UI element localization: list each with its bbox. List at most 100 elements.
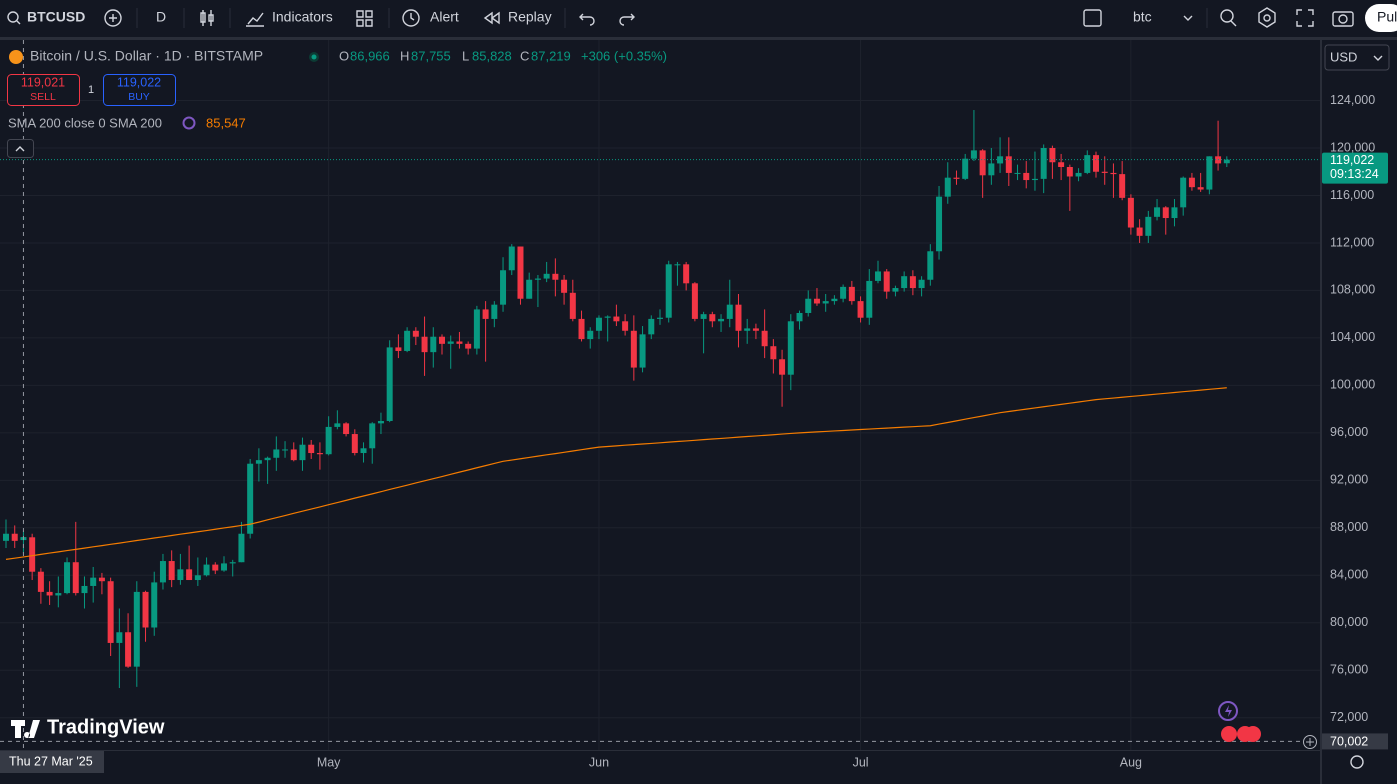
layout-icon[interactable] — [1083, 9, 1102, 27]
candle-body — [377, 420, 384, 424]
candle-body — [11, 533, 18, 541]
interval[interactable]: D — [156, 9, 166, 25]
ohlc-value: 87,219 — [531, 48, 571, 63]
candle-body — [526, 279, 533, 299]
indicator-name[interactable]: SMA 200 close 0 SMA 200 — [8, 115, 162, 130]
candle-body — [587, 330, 594, 340]
y-tick-label: 116,000 — [1330, 188, 1374, 202]
candle-body — [779, 359, 786, 375]
buy-button[interactable] — [103, 74, 176, 106]
candle-body — [1084, 155, 1091, 173]
bitcoin-logo — [9, 50, 23, 64]
y-tick-label: 104,000 — [1330, 330, 1375, 344]
candle-body — [840, 286, 847, 299]
ohlc-label: L — [462, 48, 469, 63]
axis-settings[interactable] — [1350, 755, 1364, 769]
candle-body — [604, 316, 611, 318]
layout-dropdown[interactable] — [1183, 15, 1193, 21]
y-tick-label: 76,000 — [1330, 663, 1368, 677]
y-tick-label: 112,000 — [1330, 235, 1374, 249]
candle-body — [386, 347, 393, 421]
candle-body — [883, 271, 890, 292]
collapse-legend[interactable] — [7, 139, 34, 158]
candle-body — [212, 564, 219, 571]
replay-button[interactable]: Replay — [508, 9, 552, 25]
publish-button[interactable] — [1365, 4, 1397, 32]
candle-body — [1119, 174, 1126, 198]
crosshair-price-tag — [1322, 733, 1388, 750]
settings-dot — [1263, 14, 1271, 22]
candle-body — [107, 581, 114, 643]
candle-body — [770, 346, 777, 360]
add-symbol[interactable] — [104, 9, 122, 27]
buy-price: 119,022 — [117, 75, 161, 89]
candle-body — [595, 317, 602, 331]
candle-body — [299, 444, 306, 461]
change: +306 (+0.35%) — [581, 48, 667, 63]
symbol[interactable]: BTCUSD — [27, 9, 85, 25]
indicators-button[interactable]: Indicators — [272, 9, 333, 25]
indicator-loading — [182, 116, 196, 130]
candle-body — [55, 593, 62, 596]
toolbar — [0, 0, 1397, 37]
candle-body — [508, 246, 515, 271]
candle-body — [1031, 178, 1038, 181]
candle-body — [700, 314, 707, 319]
candle-body — [944, 177, 951, 197]
y-tick-label: 92,000 — [1330, 473, 1368, 487]
replay-icon[interactable] — [483, 11, 500, 25]
candle-body — [90, 577, 97, 586]
y-tick-label: 108,000 — [1330, 283, 1375, 297]
search-icon[interactable] — [7, 11, 19, 23]
candle-body — [1110, 172, 1117, 175]
event-flag[interactable] — [1245, 726, 1261, 742]
candle-body — [822, 301, 829, 304]
undo[interactable] — [579, 13, 595, 26]
candle-body — [718, 318, 725, 322]
candle-body — [857, 301, 864, 318]
quantity[interactable]: 1 — [88, 84, 94, 96]
candle-body — [203, 564, 210, 576]
candle-body — [1171, 207, 1178, 219]
candle-body — [683, 264, 690, 284]
indicators-icon[interactable] — [246, 12, 264, 27]
y-tick-label: 72,000 — [1330, 710, 1368, 724]
sell-label: SELL — [30, 91, 56, 103]
layout-name[interactable]: btc — [1133, 9, 1152, 25]
candle-body — [657, 317, 663, 319]
candle-body — [1075, 172, 1082, 177]
candle-body — [238, 533, 245, 563]
candle-body — [927, 251, 934, 280]
candle-body — [1093, 155, 1099, 172]
candle-body — [761, 330, 768, 347]
redo[interactable] — [619, 13, 635, 26]
fullscreen-icon[interactable] — [1296, 9, 1314, 27]
candle-body — [866, 280, 873, 318]
event-bolt — [1225, 705, 1232, 717]
alert-icon[interactable] — [402, 9, 420, 27]
candle-body — [918, 279, 925, 289]
candle-body — [177, 569, 184, 581]
sell-button[interactable] — [7, 74, 80, 106]
event-flag[interactable] — [1221, 726, 1237, 742]
chart-type-icon[interactable] — [200, 10, 214, 26]
candle-body — [648, 318, 655, 335]
quick-search[interactable] — [1220, 9, 1234, 23]
candle-body — [133, 591, 140, 667]
currency-select[interactable] — [1324, 44, 1390, 71]
snapshot-icon[interactable] — [1332, 11, 1354, 27]
brand-logo — [11, 720, 40, 738]
quick-search-handle — [1230, 20, 1237, 27]
candle-body — [1223, 159, 1230, 164]
alert-button[interactable]: Alert — [430, 9, 459, 25]
templates-icon[interactable] — [356, 10, 373, 27]
y-tick-label: 96,000 — [1330, 425, 1368, 439]
candle-body — [979, 150, 986, 176]
candle-body — [534, 278, 541, 280]
y-tick-label: 88,000 — [1330, 520, 1368, 534]
indicator-value: 85,547 — [206, 115, 246, 130]
sma-line — [5, 387, 1227, 560]
candle-body — [665, 264, 672, 318]
ohlc-value: 87,755 — [411, 48, 451, 63]
settings-icon[interactable] — [1258, 7, 1276, 28]
